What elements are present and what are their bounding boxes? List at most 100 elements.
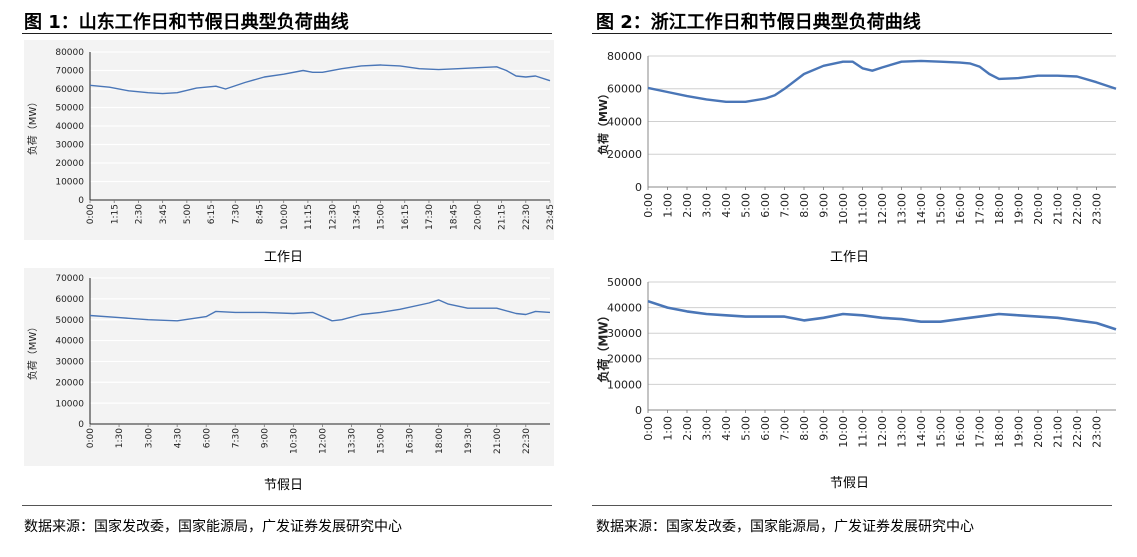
x-tick-label: 19:00 <box>1012 416 1025 448</box>
x-tick-label: 13:45 <box>352 204 362 230</box>
x-tick-label: 13:30 <box>348 428 358 454</box>
x-tick-label: 1:00 <box>661 416 674 441</box>
x-tick-label: 16:15 <box>401 204 411 230</box>
x-tick-label: 5:00 <box>739 416 752 441</box>
load-curve-line <box>647 59 1117 103</box>
x-tick-label: 0:00 <box>642 193 655 218</box>
y-tick-label: 20000 <box>607 353 642 366</box>
x-tick-label: 14:00 <box>915 416 928 448</box>
figure-1-title: 图 1：山东工作日和节假日典型负荷曲线 <box>24 12 349 33</box>
x-tick-label: 12:30 <box>328 204 338 230</box>
y-tick-label: 20000 <box>55 378 84 388</box>
x-tick-label: 6:00 <box>759 193 772 218</box>
x-tick-label: 6:00 <box>202 428 212 448</box>
x-tick-label: 21:00 <box>1051 416 1064 448</box>
y-tick-label: 10000 <box>55 399 84 409</box>
x-tick-label: 3:45 <box>159 204 169 224</box>
x-tick-label: 17:00 <box>973 193 986 225</box>
x-tick-label: 12:00 <box>876 416 889 448</box>
y-tick-label: 60000 <box>55 85 84 95</box>
x-tick-label: 1:00 <box>661 193 674 218</box>
x-tick-label: 15:00 <box>377 204 387 230</box>
chart-2-xlabel: 节假日 <box>264 478 304 493</box>
x-tick-label: 4:30 <box>173 428 183 448</box>
x-tick-label: 2:30 <box>135 204 145 224</box>
x-tick-label: 5:00 <box>739 193 752 218</box>
chart-4-xlabel: 节假日 <box>830 476 870 491</box>
y-tick-label: 60000 <box>607 83 642 96</box>
figure-2-source: 数据来源：国家发改委，国家能源局，广发证券发展研究中心 <box>596 519 974 535</box>
x-tick-label: 8:45 <box>256 204 266 224</box>
figure-2-top-rule <box>592 33 1112 34</box>
x-tick-label: 4:00 <box>720 416 733 441</box>
y-tick-label: 70000 <box>55 274 84 284</box>
x-tick-label: 21:00 <box>493 428 503 454</box>
load-curve-line <box>647 299 1117 331</box>
figure-2-title: 图 2：浙江工作日和节假日典型负荷曲线 <box>596 12 921 33</box>
x-tick-label: 10:00 <box>280 204 290 230</box>
y-axis-label: 负荷（MW） <box>26 322 39 381</box>
x-tick-label: 13:00 <box>895 193 908 225</box>
x-tick-label: 2:00 <box>681 193 694 218</box>
x-tick-label: 18:00 <box>993 416 1006 448</box>
x-tick-label: 8:00 <box>798 416 811 441</box>
y-tick-label: 80000 <box>607 50 642 63</box>
y-tick-label: 20000 <box>607 148 642 161</box>
x-tick-label: 10:00 <box>837 416 850 448</box>
x-tick-label: 18:00 <box>993 193 1006 225</box>
y-tick-label: 30000 <box>55 358 84 368</box>
x-tick-label: 8:00 <box>798 193 811 218</box>
figure-1-source: 数据来源：国家发改委，国家能源局，广发证券发展研究中心 <box>24 519 402 535</box>
x-tick-label: 7:00 <box>778 193 791 218</box>
x-tick-label: 0:00 <box>86 428 96 448</box>
x-tick-label: 18:45 <box>449 204 459 230</box>
y-axis-label: 负荷（MW） <box>596 309 611 382</box>
x-tick-label: 13:00 <box>895 416 908 448</box>
chart-shandong-workday: 0 10000 20000 30000 40000 50000 60000 70000 8000… <box>26 48 554 230</box>
x-tick-label: 6:15 <box>207 204 217 224</box>
x-tick-label: 20:00 <box>474 204 484 230</box>
x-tick-label: 19:00 <box>1012 193 1025 225</box>
y-tick-label: 30000 <box>55 141 84 151</box>
chart-zhejiang-workday: 0 20000 40000 60000 80000 0:00 1:00 2:00 3:00 4:0… <box>596 50 1117 225</box>
x-tick-label: 7:00 <box>778 416 791 441</box>
x-tick-label: 10:00 <box>837 193 850 225</box>
y-tick-label: 0 <box>78 196 84 206</box>
y-tick-label: 50000 <box>55 104 84 114</box>
x-tick-label: 17:00 <box>973 416 986 448</box>
y-tick-label: 60000 <box>55 295 84 305</box>
x-tick-label: 16:30 <box>406 428 416 454</box>
x-tick-label: 12:00 <box>876 193 889 225</box>
y-tick-label: 0 <box>635 404 642 417</box>
x-tick-label: 9:00 <box>817 193 830 218</box>
x-tick-label: 15:00 <box>934 193 947 225</box>
x-tick-label: 15:00 <box>934 416 947 448</box>
x-tick-label: 22:30 <box>522 428 532 454</box>
x-tick-label: 23:00 <box>1090 416 1103 448</box>
x-tick-label: 11:00 <box>856 416 869 448</box>
y-tick-label: 10000 <box>55 178 84 188</box>
figure-2-bottom-rule <box>592 505 1112 506</box>
x-tick-label: 14:00 <box>915 193 928 225</box>
x-tick-label: 23:00 <box>1090 193 1103 225</box>
x-tick-label: 12:00 <box>319 428 329 454</box>
y-tick-label: 40000 <box>55 337 84 347</box>
y-tick-label: 0 <box>78 420 84 430</box>
load-curve-line <box>89 64 551 95</box>
y-axis-label: 负荷（MW） <box>596 88 610 155</box>
x-tick-label: 0:00 <box>86 204 96 224</box>
x-tick-label: 22:00 <box>1071 416 1084 448</box>
x-tick-label: 7:30 <box>231 428 241 448</box>
x-tick-label: 11:15 <box>304 204 314 230</box>
x-tick-label: 10:30 <box>290 428 300 454</box>
x-tick-label: 21:00 <box>1051 193 1064 225</box>
x-tick-label: 3:00 <box>700 193 713 218</box>
x-tick-label: 22:30 <box>522 204 532 230</box>
y-tick-label: 10000 <box>607 378 642 391</box>
x-tick-label: 7:30 <box>231 204 241 224</box>
y-tick-label: 40000 <box>607 301 642 314</box>
chart-shandong-holiday: 0 10000 20000 30000 40000 50000 60000 70000 0:00… <box>26 274 551 454</box>
y-tick-label: 50000 <box>55 316 84 326</box>
x-tick-label: 0:00 <box>642 416 655 441</box>
plot-area <box>90 278 550 424</box>
